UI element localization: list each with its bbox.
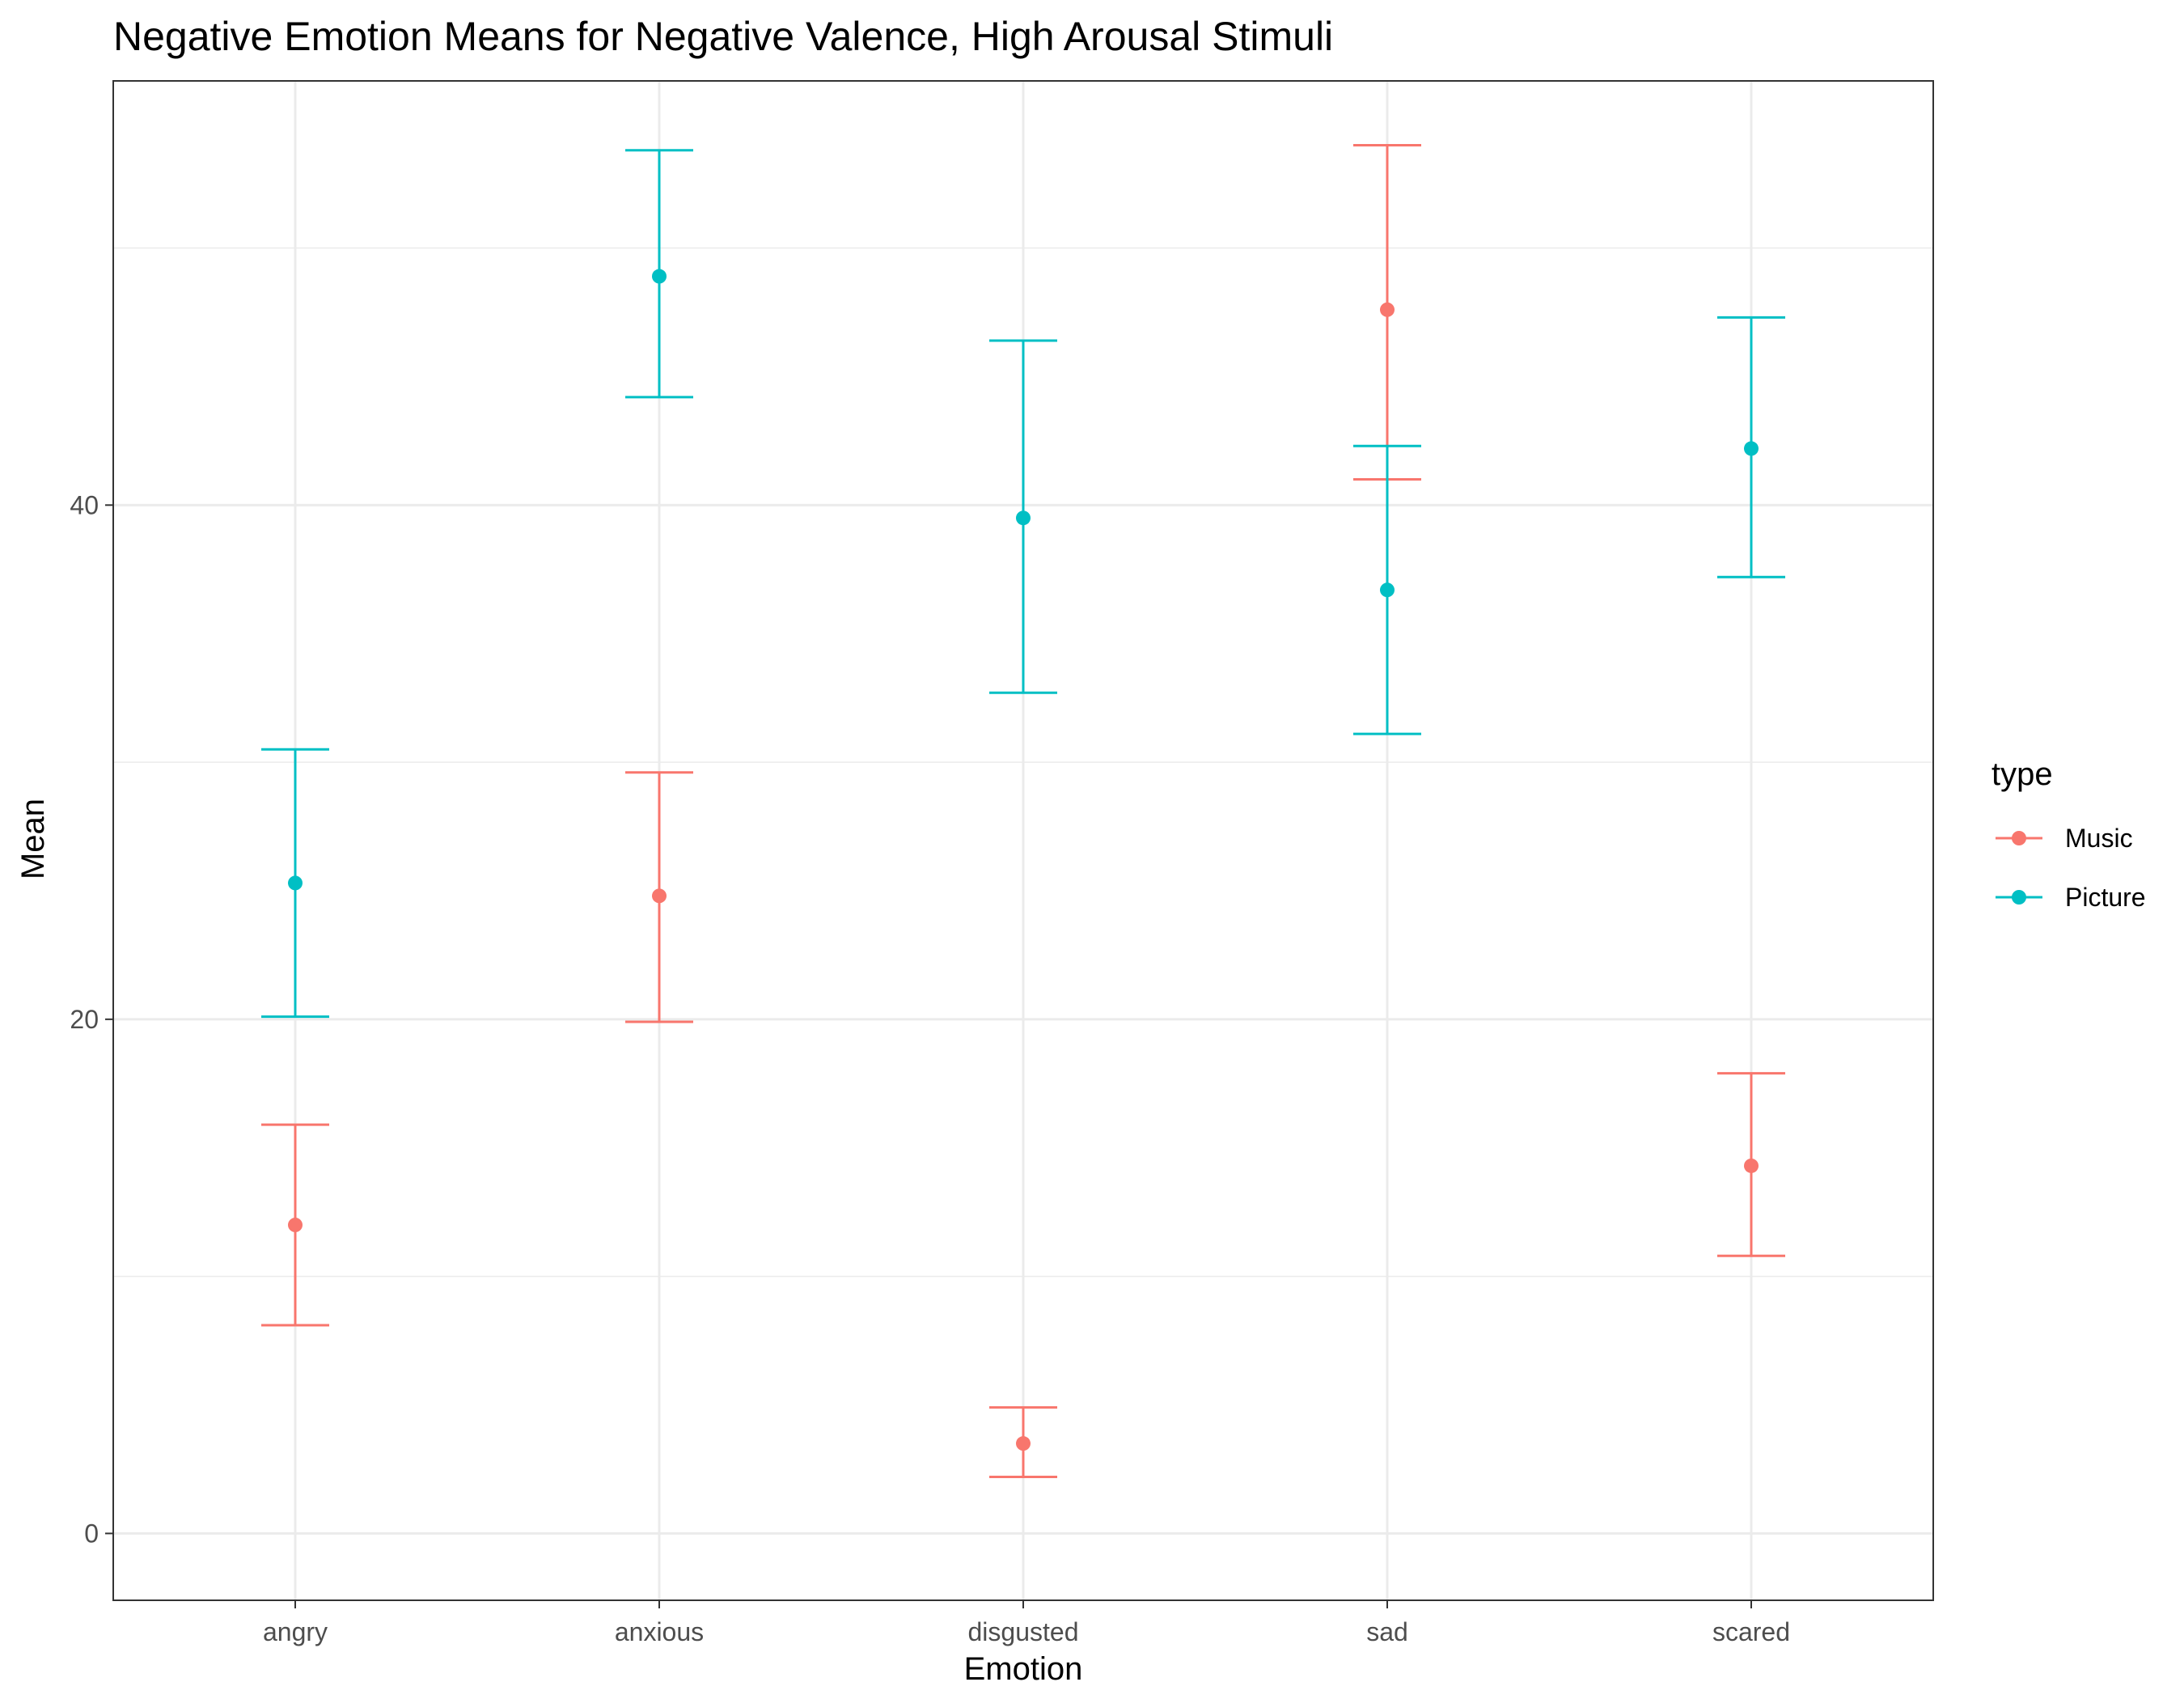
x-tick-label: scared	[1712, 1617, 1790, 1646]
axis-ticks: 0 20 40 angry anxious disgusted sad scared	[70, 490, 1790, 1646]
picture-point-disgusted	[1016, 511, 1031, 526]
legend-key-point-music	[2012, 831, 2026, 845]
music-point-angry	[288, 1218, 303, 1233]
x-tick-label: angry	[263, 1617, 328, 1646]
data-marks	[261, 143, 1785, 1478]
y-tick-label: 40	[70, 490, 99, 519]
music-point-scared	[1744, 1158, 1759, 1173]
legend: type Music Picture	[1991, 756, 2146, 912]
picture-point-sad	[1380, 583, 1395, 598]
x-axis-title: Emotion	[964, 1651, 1083, 1687]
legend-title: type	[1991, 756, 2053, 792]
y-tick-label: 20	[70, 1005, 99, 1034]
picture-point-anxious	[652, 269, 667, 284]
x-tick-label: anxious	[615, 1617, 704, 1646]
legend-label-picture: Picture	[2065, 883, 2146, 912]
y-tick-label: 0	[84, 1519, 99, 1548]
x-tick-label: sad	[1366, 1617, 1408, 1646]
picture-point-angry	[288, 875, 303, 891]
music-point-disgusted	[1016, 1436, 1031, 1451]
y-axis-title: Mean	[15, 799, 51, 879]
music-point-sad	[1380, 302, 1395, 317]
music-point-anxious	[652, 888, 667, 904]
picture-point-scared	[1744, 441, 1759, 456]
legend-label-music: Music	[2065, 824, 2133, 853]
chart-title: Negative Emotion Means for Negative Vale…	[113, 14, 1333, 59]
x-tick-label: disgusted	[968, 1617, 1079, 1646]
legend-key-point-picture	[2012, 890, 2026, 905]
plot-area	[113, 81, 1933, 1600]
